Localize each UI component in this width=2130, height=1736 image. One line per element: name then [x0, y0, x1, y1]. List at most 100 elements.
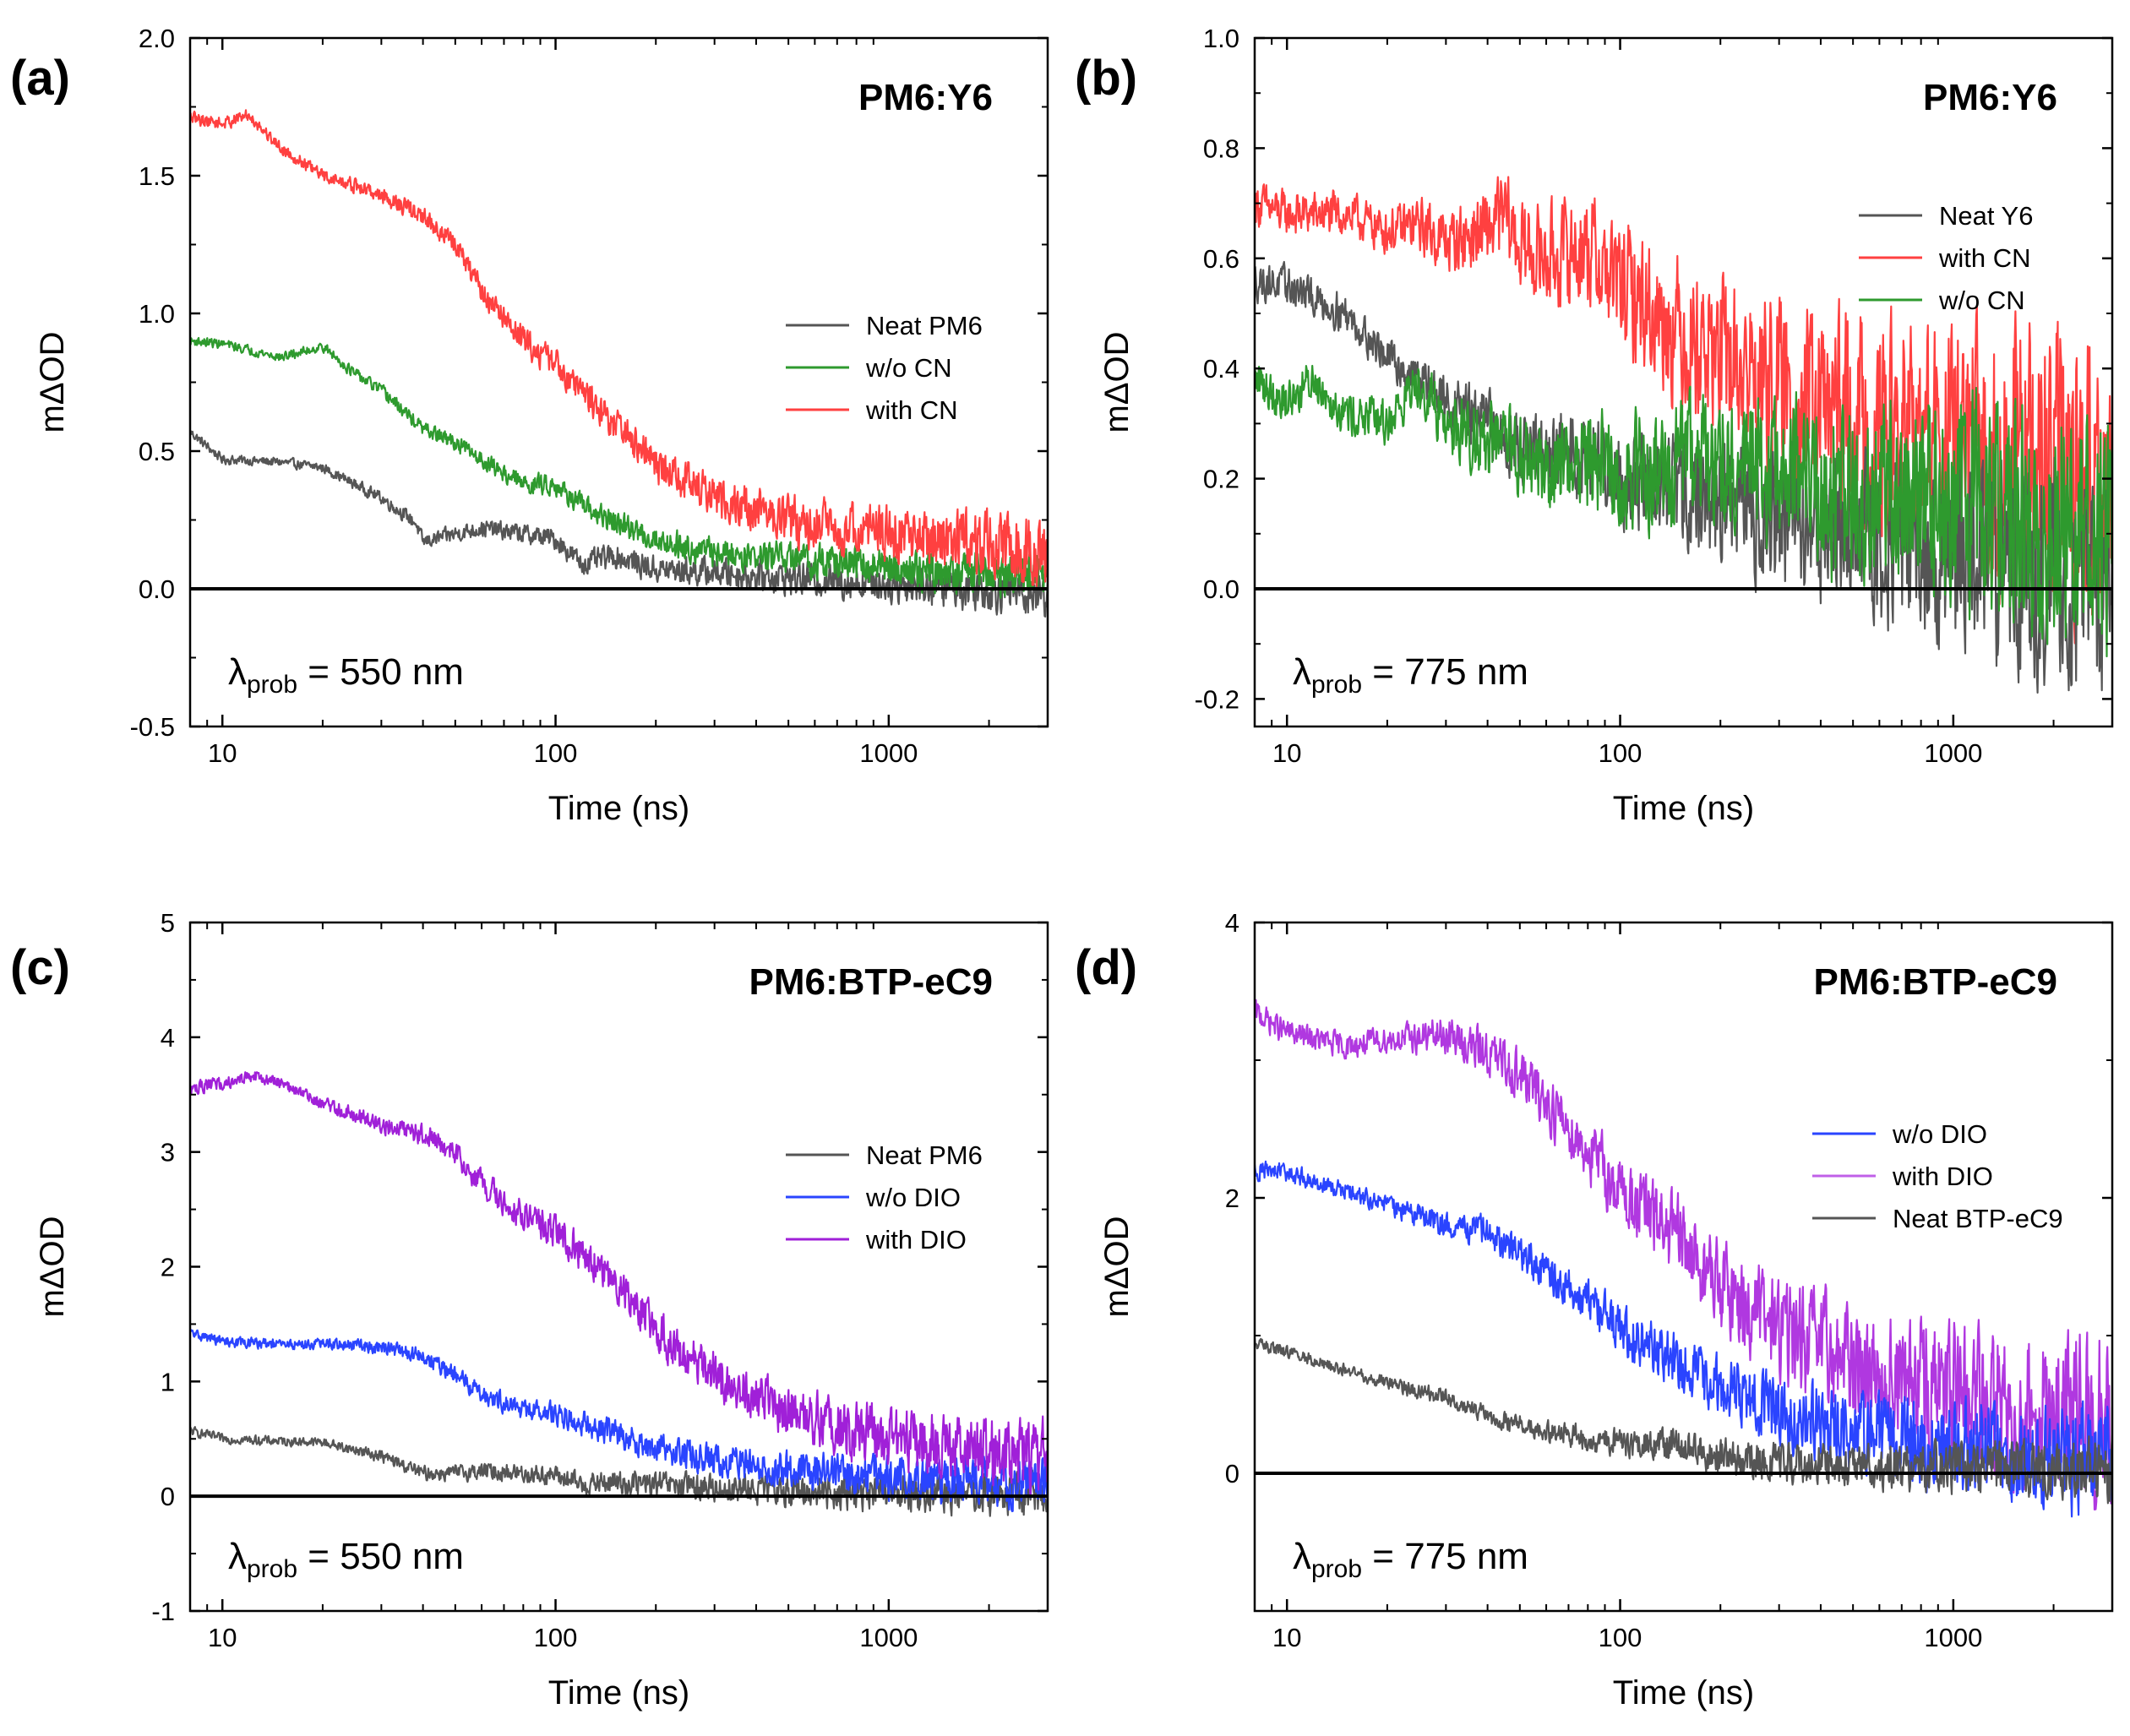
x-tick-label: 10: [1272, 1623, 1301, 1652]
y-axis-label: mΔOD: [34, 331, 71, 433]
probe-wavelength: λprob = 775 nm: [1293, 1536, 1528, 1583]
y-tick-label: 0: [1225, 1459, 1239, 1488]
x-tick-label: 1000: [859, 738, 918, 768]
probe-value: = 550 nm: [297, 651, 464, 693]
y-tick-label: 0.2: [1203, 465, 1239, 494]
series-line-with-cn: [1255, 176, 2112, 645]
probe-value: = 775 nm: [1362, 1536, 1528, 1577]
series-line-neat-pm6: [190, 429, 1048, 618]
probe-subscript: prob: [1311, 1555, 1362, 1583]
x-axis-label: Time (ns): [1613, 790, 1754, 827]
plot-frame: [1253, 36, 2114, 728]
probe-lambda: λ: [1293, 651, 1311, 693]
x-tick-label: 100: [534, 738, 578, 768]
probe-wavelength: λprob = 550 nm: [228, 651, 464, 699]
material-title: PM6:BTP-eC9: [749, 961, 994, 1003]
y-tick-label: 0.0: [139, 574, 175, 604]
y-tick-label: 3: [161, 1138, 175, 1167]
y-tick-label: 0.8: [1203, 133, 1239, 163]
series-line-w-o-dio: [190, 1329, 1048, 1513]
series-group: [1255, 176, 2112, 694]
panel-3: -1 0 1 2 3 4 5 10 100 1000 Time (ns) mΔOD (c) PM6:BTP…: [10, 908, 1049, 1712]
panel-2: -0.2 0.0 0.2 0.4 0.6 0.8 1.0 10 100 1000 Time (ns)…: [1075, 24, 2114, 827]
y-axis-label: mΔOD: [34, 1216, 71, 1317]
x-tick-label: 100: [534, 1623, 578, 1652]
x-axis-label: Time (ns): [548, 1674, 689, 1712]
x-tick-label: 100: [1599, 738, 1642, 768]
x-axis-label: Time (ns): [1613, 1674, 1754, 1712]
material-title: PM6:BTP-eC9: [1814, 961, 2058, 1003]
legend-label: w/o CN: [865, 353, 952, 383]
legend-label: with CN: [1938, 243, 2031, 273]
series-line-with-dio: [190, 1071, 1048, 1497]
y-tick-label: 1.0: [139, 299, 175, 329]
x-tick-label: 1000: [859, 1623, 918, 1652]
series-line-w-o-cn: [190, 336, 1048, 599]
x-tick-label: 1000: [1924, 738, 1982, 768]
legend: w/o DIO with DIO Neat BTP-eC9: [1812, 1119, 2063, 1233]
x-tick-label: 100: [1599, 1623, 1642, 1652]
y-tick-label: 2: [1225, 1184, 1239, 1213]
series-group: [190, 109, 1048, 618]
y-tick-label: 0.0: [1203, 574, 1239, 604]
legend: Neat PM6 w/o CN with CN: [786, 311, 983, 425]
x-tick-label: 10: [208, 738, 237, 768]
y-axis-label: mΔOD: [1098, 1216, 1136, 1317]
series-group: [1255, 999, 2112, 1518]
panel-label: (a): [10, 51, 70, 106]
legend-label: with CN: [865, 395, 958, 425]
legend-label: w/o DIO: [1892, 1119, 1987, 1149]
y-tick-label: 0.6: [1203, 244, 1239, 274]
x-tick-label: 10: [208, 1623, 237, 1652]
series-line-w-o-cn: [1255, 364, 2112, 658]
y-tick-label: -0.5: [130, 712, 175, 742]
y-axis-label: mΔOD: [1098, 331, 1136, 433]
panel-label: (c): [10, 940, 70, 995]
panel-1: -0.5 0.0 0.5 1.0 1.5 2.0 10 100 1000 Time (ns) mΔO…: [10, 24, 1049, 827]
probe-subscript: prob: [247, 671, 297, 699]
probe-value: = 550 nm: [297, 1536, 464, 1577]
series-line-with-dio: [1255, 999, 2112, 1511]
y-tick-label: 2.0: [139, 24, 175, 53]
y-tick-label: 5: [161, 908, 175, 938]
probe-subscript: prob: [1311, 671, 1362, 699]
y-tick-label: 4: [1225, 908, 1239, 938]
material-title: PM6:Y6: [1923, 77, 2057, 118]
y-tick-label: 0: [161, 1482, 175, 1511]
y-tick-label: 1: [161, 1367, 175, 1396]
series-line-neat-btp-ec9: [1255, 1337, 2112, 1505]
probe-lambda: λ: [228, 1536, 247, 1577]
y-tick-label: 1.0: [1203, 24, 1239, 53]
y-tick-label: 0.4: [1203, 354, 1239, 384]
y-tick-label: 1.5: [139, 161, 175, 191]
plot-frame: [1253, 921, 2114, 1613]
y-tick-label: -0.2: [1195, 684, 1239, 714]
legend-label: Neat PM6: [866, 1140, 983, 1170]
x-tick-label: 10: [1272, 738, 1301, 768]
material-title: PM6:Y6: [858, 77, 993, 118]
probe-lambda: λ: [228, 651, 247, 693]
y-tick-label: -1: [151, 1597, 175, 1626]
legend-label: Neat BTP-eC9: [1893, 1204, 2063, 1233]
probe-wavelength: λprob = 550 nm: [228, 1536, 464, 1583]
probe-subscript: prob: [247, 1555, 297, 1583]
x-tick-label: 1000: [1924, 1623, 1982, 1652]
legend: Neat Y6 with CN w/o CN: [1859, 201, 2033, 315]
legend-label: with DIO: [865, 1225, 967, 1254]
y-tick-label: 2: [161, 1253, 175, 1282]
panel-label: (b): [1075, 51, 1137, 106]
legend-label: w/o CN: [1938, 286, 2025, 315]
legend-label: w/o DIO: [865, 1183, 961, 1212]
series-line-w-o-dio: [1255, 1160, 2112, 1518]
probe-wavelength: λprob = 775 nm: [1293, 651, 1528, 699]
probe-lambda: λ: [1293, 1536, 1311, 1577]
x-axis-label: Time (ns): [548, 790, 689, 827]
panel-4: 0 2 4 10 100 1000 Time (ns) mΔOD (d) PM6:BTP-eC9 λ…: [1075, 908, 2114, 1712]
legend-label: Neat PM6: [866, 311, 983, 340]
legend-label: Neat Y6: [1939, 201, 2033, 231]
y-tick-label: 4: [161, 1023, 175, 1053]
panel-label: (d): [1075, 940, 1137, 995]
series-line-with-cn: [190, 109, 1048, 587]
probe-value: = 775 nm: [1362, 651, 1528, 693]
